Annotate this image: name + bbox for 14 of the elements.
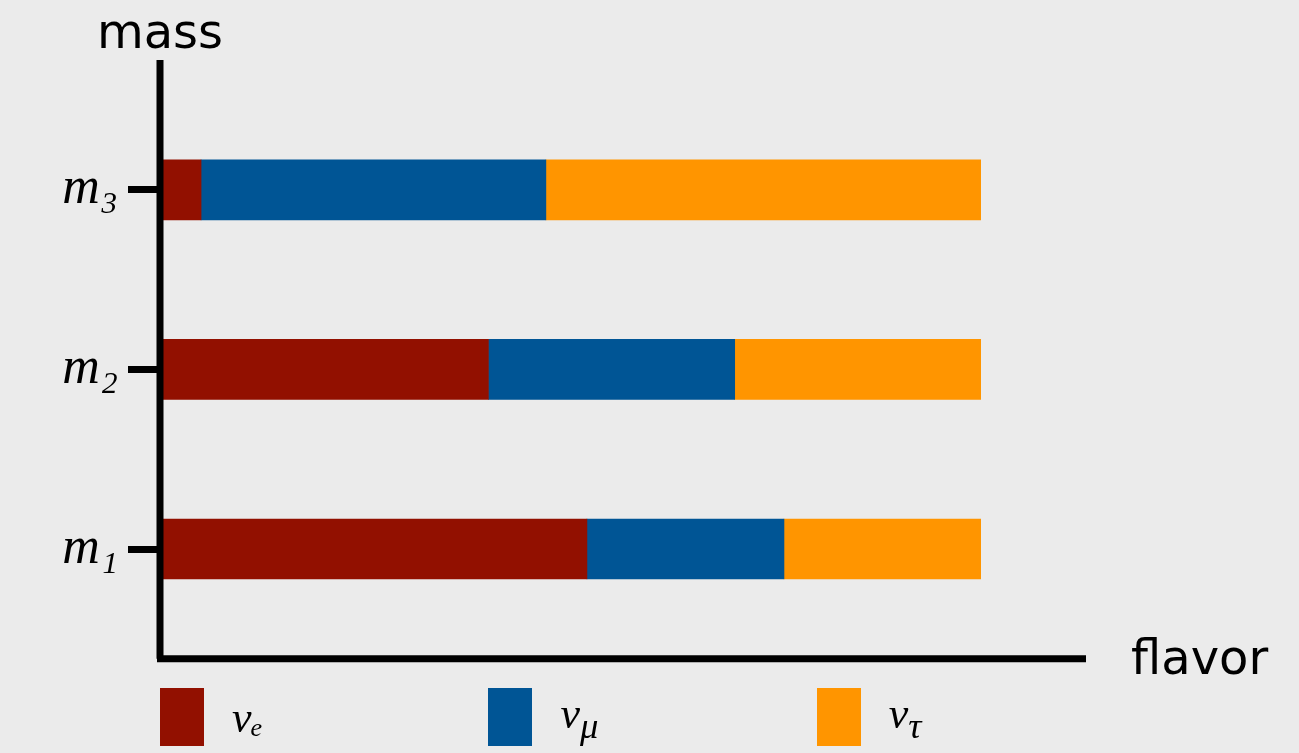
bar: [586, 518, 785, 580]
bar: [488, 339, 736, 400]
y-axis-title: mass: [96, 3, 224, 59]
bar: [783, 518, 981, 580]
legend-label: νₑ: [232, 691, 264, 743]
bar: [545, 159, 981, 221]
bar: [734, 339, 981, 400]
y-tick-label: m₃: [62, 157, 118, 215]
y-tick-label: m₂: [62, 337, 118, 395]
x-axis-title: flavor: [1131, 628, 1269, 685]
legend-label: ν$_{μ}$: [560, 688, 599, 747]
y-tick-label: m₁: [62, 516, 118, 574]
bar: [200, 159, 547, 221]
legend-label: ν$_{τ}$: [888, 688, 922, 747]
